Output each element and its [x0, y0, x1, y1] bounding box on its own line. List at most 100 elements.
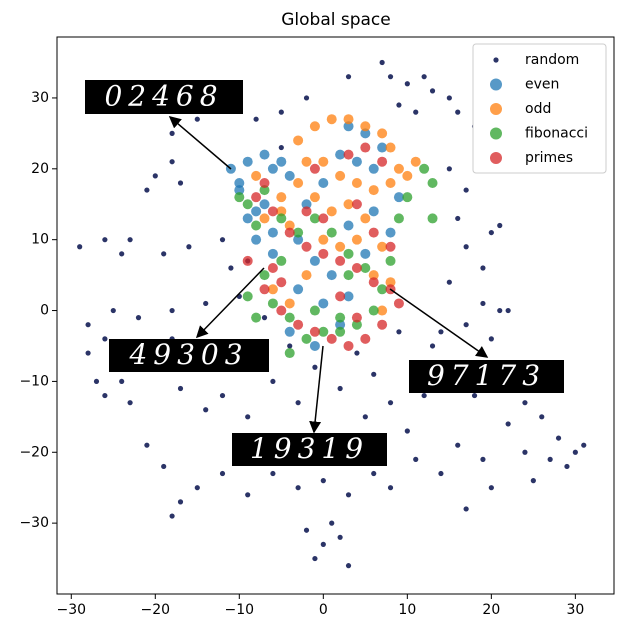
point [427, 177, 438, 188]
point [219, 470, 226, 477]
point [219, 392, 226, 399]
point [293, 227, 304, 238]
point [276, 255, 287, 266]
point [404, 81, 410, 87]
point [522, 400, 528, 406]
point [293, 135, 304, 146]
point [203, 407, 209, 413]
y-tick-label: −10 [19, 373, 49, 389]
point [335, 170, 346, 181]
annotation-box [85, 80, 243, 114]
legend-label: random [525, 52, 579, 68]
point [385, 277, 396, 288]
point [351, 177, 362, 188]
point [303, 527, 310, 533]
point [102, 237, 108, 243]
point [287, 343, 293, 349]
point [242, 291, 253, 302]
point [318, 234, 329, 245]
point [396, 102, 402, 108]
point [276, 206, 287, 217]
point [377, 156, 388, 167]
point [522, 449, 528, 455]
series-2 [251, 114, 421, 316]
point [351, 156, 362, 167]
point [337, 534, 343, 540]
point [393, 163, 404, 174]
point [413, 456, 419, 462]
legend-marker [490, 103, 502, 115]
point [463, 506, 469, 512]
point [127, 237, 133, 243]
point [446, 95, 452, 101]
legend-label: primes [525, 150, 573, 166]
point [284, 227, 295, 238]
point [251, 206, 262, 217]
point [360, 213, 371, 224]
point [480, 265, 486, 271]
point [387, 74, 394, 80]
point [455, 109, 461, 115]
point [161, 463, 167, 470]
point [309, 255, 320, 266]
point [335, 149, 346, 160]
point [351, 312, 362, 323]
point [377, 142, 388, 153]
point [377, 241, 388, 252]
point [368, 270, 379, 281]
point [337, 385, 343, 392]
point [186, 244, 192, 250]
legend-marker [490, 127, 502, 140]
point [251, 234, 262, 245]
point [343, 248, 354, 259]
series-3 [234, 163, 438, 359]
point [539, 414, 545, 420]
y-tick-label: 0 [40, 303, 49, 319]
point [85, 322, 91, 328]
point [135, 315, 142, 321]
point [267, 248, 278, 259]
point [267, 298, 278, 309]
point [245, 492, 251, 498]
point [335, 312, 346, 323]
point [385, 142, 396, 153]
legend-marker [490, 78, 502, 91]
point [177, 499, 184, 505]
point [385, 227, 396, 238]
point [497, 307, 503, 314]
point [276, 277, 287, 288]
point [267, 163, 278, 174]
point [312, 364, 318, 370]
point [301, 333, 312, 344]
point [572, 449, 578, 455]
point [368, 227, 379, 238]
point [429, 343, 436, 349]
point [259, 213, 270, 224]
point [144, 187, 150, 193]
point [102, 392, 108, 399]
annotation-box [109, 339, 269, 372]
point [309, 305, 320, 316]
point [270, 470, 276, 477]
annotation-arrow [168, 116, 232, 170]
point [446, 279, 452, 285]
point [360, 248, 371, 259]
point [278, 144, 284, 151]
point [161, 251, 167, 257]
point [102, 336, 108, 342]
point [284, 326, 295, 337]
point [312, 555, 318, 562]
point [343, 270, 354, 281]
y-tick-label: −30 [19, 515, 49, 531]
series-4 [242, 142, 404, 351]
point [429, 88, 436, 94]
x-tick-label: 20 [482, 602, 500, 618]
y-tick-label: 30 [31, 90, 49, 106]
annotation-box [409, 360, 564, 393]
point [326, 227, 337, 238]
point [259, 199, 270, 210]
point [326, 270, 337, 281]
point [85, 350, 91, 356]
annotation-box [232, 433, 387, 466]
point [371, 371, 377, 377]
